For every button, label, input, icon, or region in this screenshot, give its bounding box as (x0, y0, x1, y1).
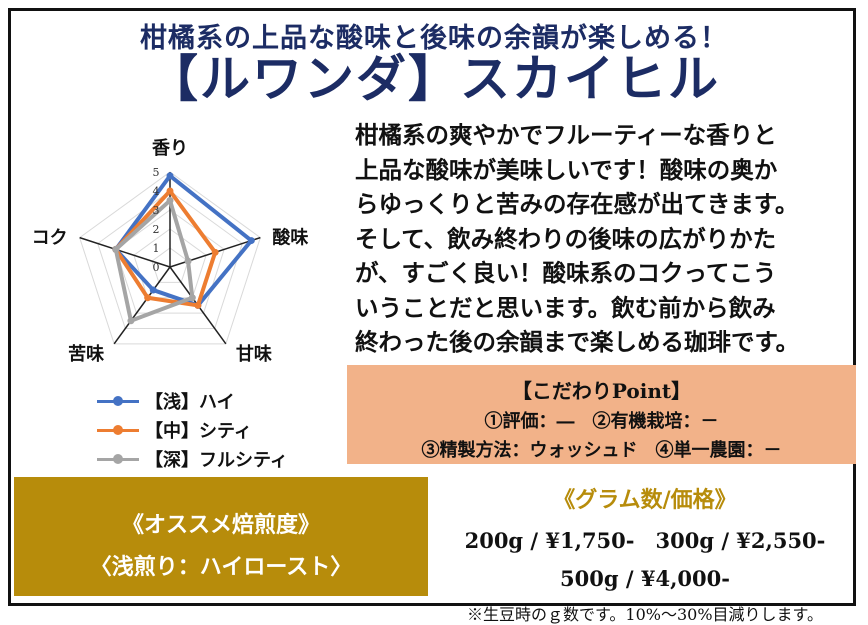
recommend-box: 《オススメ焙煎度》 〈浅煎り：ハイロースト〉 (14, 477, 428, 596)
scale-tick-label: 4 (153, 185, 160, 198)
axis-label: 苦味 (68, 343, 104, 365)
legend-item-dark: 【深】フルシティ (97, 444, 288, 473)
series-point (149, 286, 157, 294)
description-line: 終わった後の余韻まで楽しめる珈琲です。 (355, 328, 800, 356)
description-line: 上品な酸味が美味しいです！酸味の奥か (355, 155, 778, 184)
tagline: 柑橘系の上品な酸味と後味の余韻が楽しめる！ (140, 23, 728, 54)
series-point (184, 257, 192, 265)
description-line: そして、飲み終わりの後味の広がりかた (355, 224, 777, 253)
recommend-heading: 《オススメ焙煎度》 (121, 512, 320, 538)
legend-marker-medium (113, 424, 123, 435)
series-point (166, 172, 174, 180)
price-line-1: 200g / ¥1,750- 300g / ¥2,550- (464, 528, 826, 553)
series-point (194, 301, 202, 309)
legend-item-light: 【浅】ハイ (97, 386, 288, 415)
grid-ring (151, 247, 189, 283)
product-title: 【ルワンダ】スカイヒル (148, 49, 720, 108)
legend-marker-light (113, 395, 123, 406)
price-line-2: 500g / ¥4,000- (560, 566, 730, 591)
point-heading: 【こだわりPoint】 (511, 379, 692, 403)
series-point (211, 248, 219, 256)
scale-tick-label: 3 (153, 204, 160, 217)
scale-tick-label: 1 (153, 242, 160, 255)
series-point (144, 294, 152, 302)
series-point (247, 237, 255, 245)
point-line-2: ③精製方法：ウォッシュド ④単一農園：－ (421, 440, 782, 461)
grid-ring (79, 171, 261, 345)
axis-label: 甘味 (236, 344, 272, 365)
series-point (166, 187, 174, 195)
axis-label: 香り (151, 138, 188, 159)
legend-marker-dark (113, 453, 123, 464)
series-line (113, 189, 218, 308)
series-point (166, 197, 174, 204)
grid-ring (97, 190, 243, 329)
legend-label-medium: 【中】シティ (145, 420, 252, 442)
radar-spoke (79, 236, 171, 268)
price-section: 《グラム数/価格》 200g / ¥1,750- 300g / ¥2,550- … (440, 478, 850, 625)
description-line: いうことだと思います。飲む前から飲み (355, 293, 776, 322)
series-line (113, 198, 195, 323)
legend-label-dark: 【深】フルシティ (145, 449, 288, 471)
series-point (127, 317, 135, 325)
series-point (112, 245, 120, 253)
description: 柑橘系の爽やかでフルーティーな香りと 上品な酸味が美味しいです！酸味の奥か らゆ… (355, 118, 855, 360)
description-line: 柑橘系の爽やかでフルーティーな香りと (355, 121, 777, 149)
point-box: 【こだわりPoint】 ①評価：― ②有機栽培：－ ③精製方法：ウォッシュド ④… (347, 365, 856, 464)
price-note: ※生豆時のｇ数です。10%～30%目減りします。 (467, 605, 823, 624)
axis-label: 酸味 (272, 227, 308, 249)
recommend-value: 〈浅煎り：ハイロースト〉 (89, 554, 353, 580)
axis-label: コク (32, 228, 68, 249)
description-line: らゆっくりと苦みの存在感が出てきます。 (355, 190, 799, 218)
scale-tick-label: 5 (153, 166, 160, 179)
chart-legend: 【浅】ハイ 【中】シティ 【深】フルシティ (97, 386, 288, 473)
description-line: が、すごく良い！酸味系のコクってこう (355, 259, 777, 287)
price-heading: 《グラム数/価格》 (553, 487, 737, 513)
legend-item-medium: 【中】シティ (97, 415, 288, 444)
series-point (188, 294, 196, 302)
card-frame (8, 8, 856, 606)
point-line-1: ①評価：― ②有機栽培：－ (484, 411, 719, 432)
radar-spoke (113, 266, 171, 345)
scale-tick-label: 2 (153, 223, 160, 236)
scale-tick-label: 0 (153, 261, 160, 274)
legend-label-light: 【浅】ハイ (145, 391, 235, 413)
